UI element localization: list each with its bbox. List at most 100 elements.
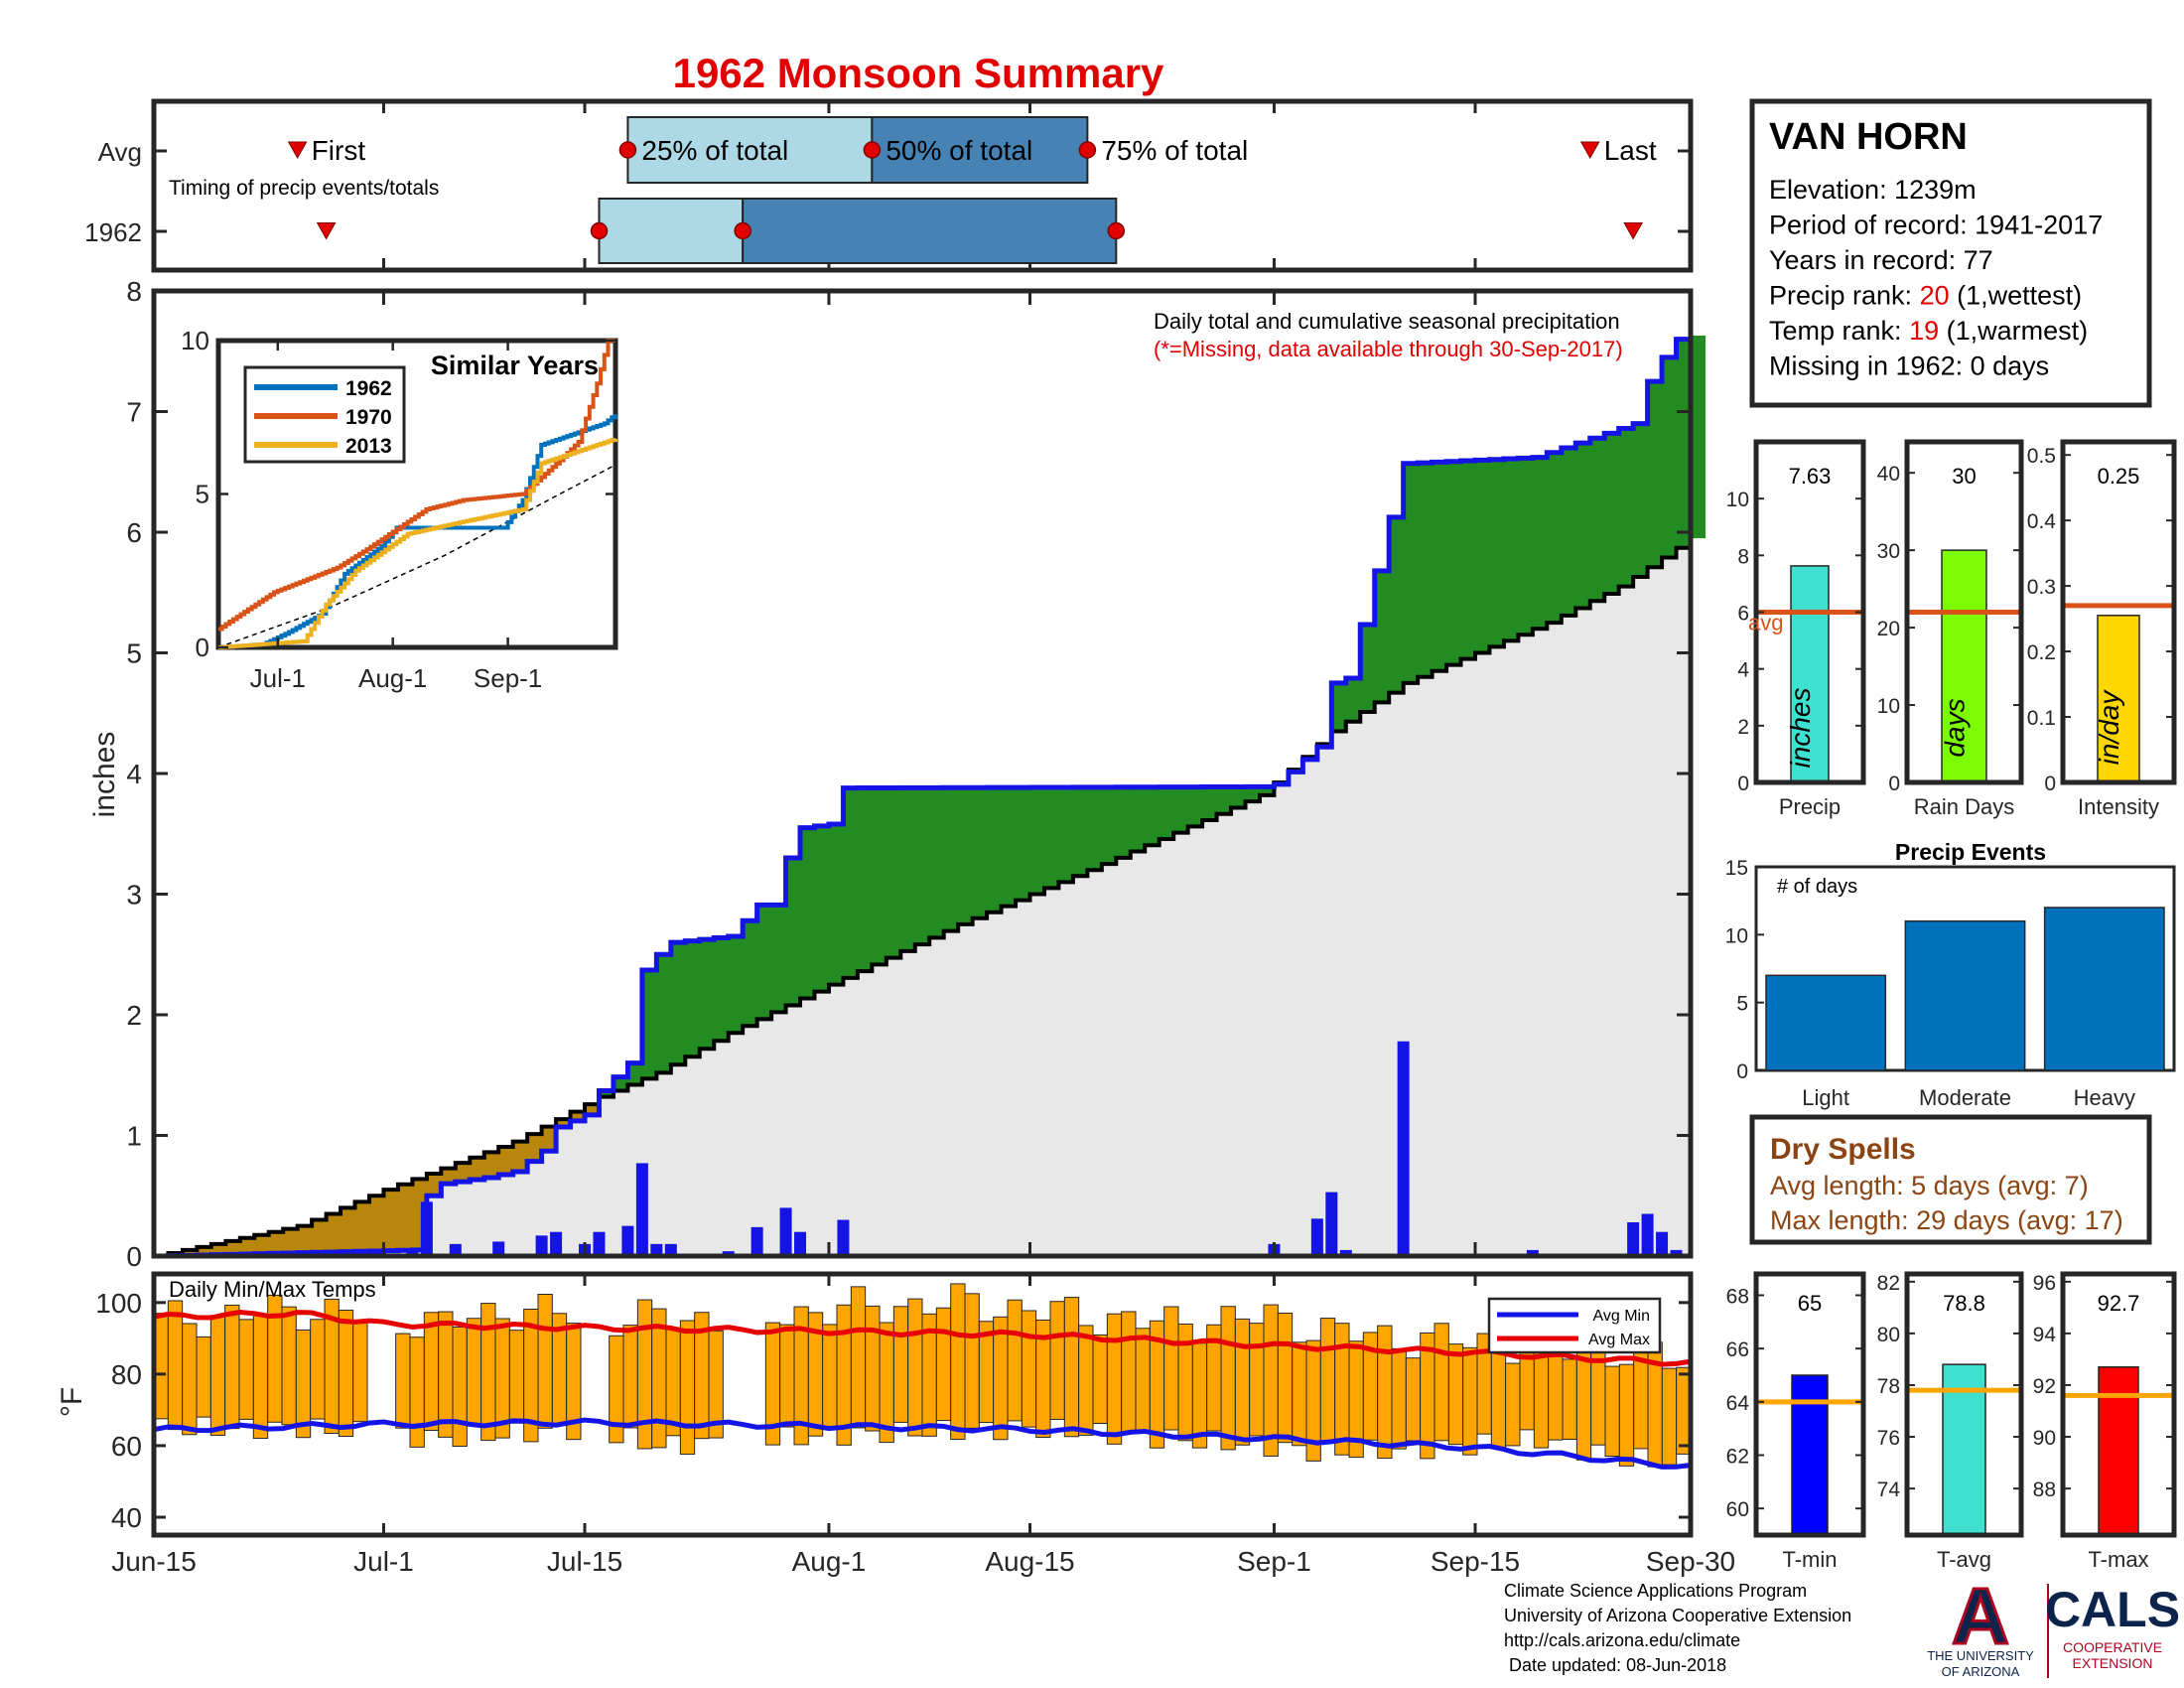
temp-summary-bar [1791,1374,1829,1536]
temp-summary-y-tick: 60 [1726,1498,1749,1521]
daily-temp-bar [708,1330,724,1439]
above-average-fill [714,937,730,1042]
x-tick-label: Jul-1 [353,1546,414,1577]
summary-bar-panels: 0 2 4 6 8 10 7.63 inches Precip avg 0 10 20 30 40 30 day… [1726,439,2177,819]
daily-temp-bar [480,1303,496,1442]
below-average-fill [239,1237,255,1254]
daily-precip-bar [1641,1213,1654,1256]
temp-y-tick-label: 40 [111,1502,142,1533]
above-average-fill [1474,460,1491,653]
daily-temp-bar [1633,1337,1649,1450]
inset-y-tick-label: 5 [196,480,209,509]
inset-legend-label: 2013 [345,435,392,458]
main-annotation: Daily total and cumulative seasonal prec… [1154,309,1620,334]
below-average-fill [341,1207,356,1252]
above-average-fill [800,827,816,999]
daily-temp-bar [1234,1318,1251,1446]
main-y-tick-label: 2 [126,1000,142,1031]
below-average-fill [441,1168,457,1185]
temp-summary-value: 78.8 [1943,1291,1985,1316]
below-average-fill [527,1134,543,1162]
temp-summary-bar [1942,1363,1986,1536]
svg-text:CALS: CALS [2045,1582,2180,1637]
daily-temp-bar [537,1294,553,1429]
daily-temp-bar [466,1318,482,1427]
daily-temp-bar [1334,1323,1350,1456]
dry-spells-title: Dry Spells [1770,1133,1916,1166]
above-average-fill [1503,459,1519,641]
main-y-tick-label: 5 [126,638,142,669]
precip-events-y-tick: 5 [1736,993,1748,1016]
above-average-fill [1087,786,1103,871]
above-average-fill [857,787,873,972]
temp-summary-y-tick: 76 [1877,1427,1900,1450]
inset-y-tick-label: 0 [196,633,209,662]
timing-first-last-marker [1579,141,1600,160]
station-info-line: Elevation: 1239m [1769,175,1977,205]
daily-temp-bar [779,1324,795,1428]
daily-precip-bar [779,1207,792,1256]
university-of-arizona-logo: A THE UNIVERSITY OF ARIZONA [1927,1571,2034,1680]
temp-summary-value: 65 [1798,1291,1822,1316]
avg-max-line [153,1310,1692,1367]
summary-bar [1941,549,1987,783]
above-average-fill [641,970,657,1079]
daily-temp-bar [1391,1347,1407,1450]
above-average-fill [1231,786,1247,808]
summary-y-tick-label: 20 [1877,618,1900,640]
avg-cumulative-fill [154,538,1691,1256]
above-average-fill [599,1090,614,1097]
below-average-fill [556,1119,572,1127]
inset-series-1970 [218,339,615,632]
daily-temp-bar [209,1315,226,1436]
above-average-fill [627,1062,643,1085]
summary-y-tick-label: 2 [1737,716,1749,739]
above-average-fill [1245,786,1261,802]
summary-y-tick-label: 10 [1726,489,1749,511]
below-average-fill [254,1234,270,1254]
main-y-tick-label: 3 [126,880,142,911]
daily-temp-bar [1618,1363,1635,1467]
timing-row-label: 1962 [84,217,142,247]
above-average-fill [943,787,959,931]
above-average-fill [1145,786,1160,846]
summary-bar [1790,565,1830,783]
above-average-fill [1331,682,1347,732]
daily-temp-bar [423,1312,440,1432]
station-info-line: Precip rank: 20 (1,wettest) [1769,281,2082,311]
daily-temp-bar [1604,1365,1620,1458]
above-average-fill [613,1076,629,1091]
above-average-fill [1173,786,1189,833]
above-average-fill [1403,463,1419,683]
summary-y-tick-label: 40 [1877,463,1900,486]
timing-panel: Avg 1962 Timing of precip events/totals Fir… [84,98,1694,273]
footer: Climate Science Applications Program Uni… [1504,1571,2180,1680]
temp-summary-bar [2098,1365,2139,1536]
summary-value-label: 7.63 [1789,464,1832,489]
daily-temp-bar [409,1336,425,1448]
timing-percentile-marker [863,141,882,159]
daily-temp-bar [665,1329,681,1437]
above-average-fill [958,787,974,924]
below-average-fill [297,1225,313,1253]
x-tick-label: Aug-15 [985,1546,1074,1577]
station-info-line: Period of record: 1941-2017 [1769,211,2103,240]
daily-temp-bar [1249,1323,1265,1437]
temp-chart-label: Daily Min/Max Temps [169,1277,376,1302]
above-average-fill [1691,335,1706,539]
below-average-fill [483,1152,499,1179]
precip-events-ylabel: # of days [1777,876,1857,898]
daily-temp-bar [1490,1343,1507,1449]
timing-percentile-marker [1107,221,1126,240]
daily-temp-bar [1121,1311,1137,1433]
above-average-fill [1043,786,1060,889]
footer-line-1: Climate Science Applications Program [1504,1581,1807,1601]
above-average-fill [756,905,772,1020]
above-average-fill [728,936,744,1034]
daily-temp-bar [1575,1347,1592,1461]
precip-events-title: Precip Events [1895,839,2046,865]
daily-temp-bar [822,1324,838,1428]
daily-temp-bar [338,1310,354,1437]
inset-x-tick-label: Jul-1 [250,663,306,693]
daily-temp-bar [167,1300,184,1431]
